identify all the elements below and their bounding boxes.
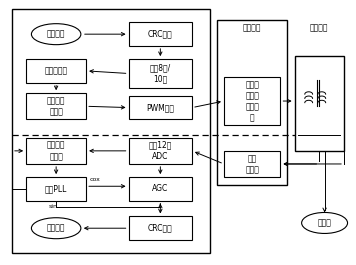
Text: 发送移位
寄存器: 发送移位 寄存器 — [47, 96, 66, 116]
Text: 采样移位
寄存器: 采样移位 寄存器 — [47, 141, 66, 161]
FancyBboxPatch shape — [12, 9, 210, 253]
Text: 编码8位/
10位: 编码8位/ 10位 — [150, 63, 171, 83]
FancyBboxPatch shape — [129, 96, 192, 120]
FancyBboxPatch shape — [129, 59, 192, 88]
FancyBboxPatch shape — [26, 177, 86, 201]
Text: 数字PLL: 数字PLL — [45, 184, 67, 193]
FancyBboxPatch shape — [224, 77, 281, 125]
Text: 发送缓冲区: 发送缓冲区 — [44, 66, 68, 75]
Text: 模拟处理: 模拟处理 — [243, 23, 261, 32]
FancyBboxPatch shape — [217, 20, 288, 185]
Text: 电力线: 电力线 — [318, 218, 331, 227]
Text: sin: sin — [49, 204, 58, 209]
Text: AGC: AGC — [152, 184, 168, 193]
Text: 带通
滤波器: 带通 滤波器 — [245, 154, 259, 174]
Text: 接收信息: 接收信息 — [47, 224, 66, 233]
Text: 发送信息: 发送信息 — [47, 30, 66, 39]
Ellipse shape — [31, 218, 81, 239]
FancyBboxPatch shape — [129, 22, 192, 46]
Text: CRC计算: CRC计算 — [148, 30, 173, 39]
FancyBboxPatch shape — [26, 138, 86, 164]
FancyBboxPatch shape — [26, 59, 86, 83]
FancyBboxPatch shape — [129, 217, 192, 240]
Text: CRC校验: CRC校验 — [148, 224, 173, 233]
FancyBboxPatch shape — [224, 151, 281, 177]
FancyBboxPatch shape — [26, 93, 86, 120]
FancyBboxPatch shape — [294, 56, 344, 151]
Ellipse shape — [302, 213, 347, 233]
FancyBboxPatch shape — [129, 177, 192, 201]
FancyBboxPatch shape — [129, 138, 192, 164]
Text: PWM控制: PWM控制 — [146, 103, 174, 112]
Text: 耦合网络: 耦合网络 — [310, 23, 329, 32]
Text: 内部12位
ADC: 内部12位 ADC — [149, 141, 172, 161]
Text: 低通滤
波器、
线驱动
器: 低通滤 波器、 线驱动 器 — [245, 80, 259, 122]
Text: cox: cox — [90, 177, 100, 182]
Ellipse shape — [31, 24, 81, 45]
